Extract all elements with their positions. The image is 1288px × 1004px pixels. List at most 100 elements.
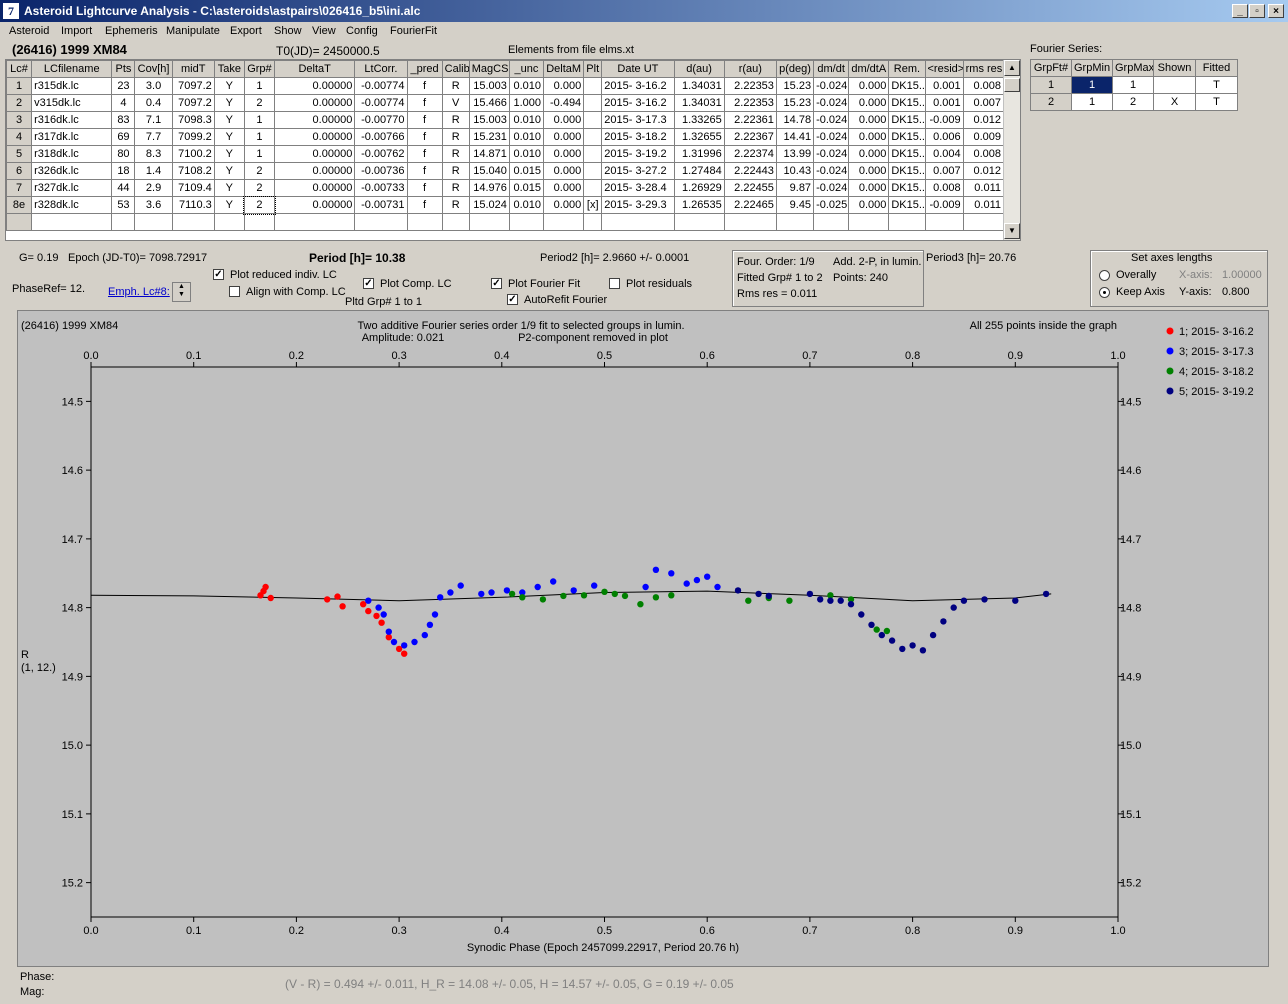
table-cell[interactable]: 0.006 [924, 128, 964, 146]
table-cell[interactable] [31, 213, 113, 231]
table-cell[interactable] [468, 213, 510, 231]
table-cell[interactable]: -0.00774 [354, 94, 408, 112]
table-cell[interactable]: Y [213, 111, 245, 129]
table-cell[interactable]: r315dk.lc [31, 77, 113, 95]
fourier-cell[interactable]: T [1195, 76, 1238, 94]
menu-export[interactable]: Export [230, 25, 262, 37]
emph-lc-link[interactable]: Emph. Lc#8: [108, 286, 170, 298]
table-cell[interactable]: 2.22353 [723, 94, 777, 112]
table-cell[interactable] [583, 179, 603, 197]
table-cell[interactable]: 7.7 [134, 128, 173, 146]
yaxis-value[interactable]: 0.800 [1222, 286, 1250, 298]
table-cell[interactable]: 2015- 3-18.2 [601, 128, 675, 146]
menu-ephemeris[interactable]: Ephemeris [105, 25, 158, 37]
table-cell[interactable]: V [441, 94, 470, 112]
table-cell[interactable]: 0.00000 [273, 77, 356, 95]
xaxis-value[interactable]: 1.00000 [1222, 269, 1262, 281]
table-cell[interactable]: DK15.. [888, 196, 926, 214]
fourier-column-header[interactable]: GrpMax [1112, 59, 1154, 77]
table-scrollbar[interactable]: ▲ ▼ [1003, 60, 1020, 240]
table-cell[interactable]: 2.22367 [723, 128, 777, 146]
table-cell[interactable]: 2015- 3-17.3 [601, 111, 675, 129]
table-cell[interactable] [813, 213, 850, 231]
table-cell[interactable]: 2.9 [134, 179, 173, 197]
table-cell[interactable]: R [441, 128, 470, 146]
table-cell[interactable]: 1.000 [508, 94, 545, 112]
table-cell[interactable] [583, 77, 603, 95]
table-cell[interactable]: 0.010 [508, 111, 545, 129]
menu-show[interactable]: Show [274, 25, 302, 37]
table-cell[interactable] [543, 213, 585, 231]
table-cell[interactable] [273, 213, 356, 231]
table-cell[interactable]: 7099.2 [171, 128, 215, 146]
table-cell[interactable]: DK15.. [888, 179, 926, 197]
table-cell[interactable]: -0.00766 [354, 128, 408, 146]
table-cell[interactable]: 2015- 3-27.2 [601, 162, 675, 180]
table-cell[interactable]: -0.024 [813, 111, 850, 129]
table-cell[interactable]: 2 [243, 162, 276, 180]
table-cell[interactable]: f [406, 179, 443, 197]
table-cell[interactable]: 14.41 [775, 128, 815, 146]
table-cell[interactable] [111, 213, 136, 231]
table-cell[interactable]: 53 [111, 196, 136, 214]
table-cell[interactable]: Y [213, 128, 245, 146]
table-cell[interactable] [583, 162, 603, 180]
table-cell[interactable]: 7098.3 [171, 111, 215, 129]
table-cell[interactable]: 1.32655 [673, 128, 725, 146]
table-cell[interactable]: 3.0 [134, 77, 173, 95]
table-cell[interactable]: 23 [111, 77, 136, 95]
table-row[interactable]: 7 r327dk.lc 44 2.9 7109.4 Y 2 0.00000 -0.00733 f R… [6, 179, 1005, 197]
minimize-button[interactable]: _ [1232, 4, 1248, 18]
table-cell[interactable]: 1 [243, 128, 276, 146]
table-cell[interactable]: 7109.4 [171, 179, 215, 197]
table-cell[interactable]: 0.000 [848, 94, 890, 112]
table-cell[interactable]: -0.024 [813, 128, 850, 146]
table-cell[interactable]: DK15.. [888, 145, 926, 163]
table-cell[interactable]: -0.009 [924, 196, 964, 214]
table-cell[interactable]: 15.003 [468, 77, 510, 95]
fourier-cell[interactable]: 1 [1071, 76, 1113, 94]
table-cell[interactable]: 2015- 3-29.3 [601, 196, 675, 214]
table-cell[interactable]: f [406, 162, 443, 180]
table-cell[interactable]: f [406, 94, 443, 112]
table-cell[interactable]: [x] [583, 196, 603, 214]
table-cell[interactable]: 15.003 [468, 111, 510, 129]
column-header[interactable]: Calib. [441, 60, 470, 78]
table-cell[interactable]: -0.009 [924, 111, 964, 129]
table-cell[interactable]: 0.000 [848, 128, 890, 146]
fourier-cell[interactable]: 1 [1071, 93, 1113, 111]
menu-asteroid[interactable]: Asteroid [9, 25, 50, 37]
table-cell[interactable]: f [406, 77, 443, 95]
table-cell[interactable]: Y [213, 179, 245, 197]
table-cell[interactable]: 7110.3 [171, 196, 215, 214]
column-header[interactable]: MagCS [468, 60, 510, 78]
table-cell[interactable]: r326dk.lc [31, 162, 113, 180]
table-cell[interactable]: f [406, 128, 443, 146]
column-header[interactable]: Lc# [6, 60, 33, 78]
table-row[interactable]: 8e r328dk.lc 53 3.6 7110.3 Y 2 0.00000 -0.00731 f… [6, 195, 1005, 215]
table-cell[interactable]: 0.011 [962, 179, 1005, 197]
table-cell[interactable]: 0.015 [508, 162, 545, 180]
table-cell[interactable]: 0.007 [962, 94, 1005, 112]
table-row[interactable]: 6 r326dk.lc 18 1.4 7108.2 Y 2 0.00000 -0.00736 f R… [6, 162, 1005, 180]
table-cell[interactable]: 0.008 [962, 145, 1005, 163]
table-cell[interactable]: f [406, 145, 443, 163]
table-cell[interactable]: v315dk.lc [31, 94, 113, 112]
table-cell[interactable]: r317dk.lc [31, 128, 113, 146]
table-cell[interactable]: 1.34031 [673, 77, 725, 95]
table-cell[interactable]: 1.4 [134, 162, 173, 180]
scroll-up-button[interactable]: ▲ [1004, 60, 1020, 76]
column-header[interactable]: DeltaT [273, 60, 356, 78]
table-cell[interactable]: 0.000 [848, 145, 890, 163]
table-cell[interactable]: 0.010 [508, 145, 545, 163]
column-header[interactable]: rms res [962, 60, 1005, 78]
table-cell[interactable]: 0.010 [508, 77, 545, 95]
table-cell[interactable]: 4 [111, 94, 136, 112]
table-cell[interactable]: DK15.. [888, 94, 926, 112]
table-cell[interactable] [354, 213, 408, 231]
column-header[interactable]: LtCorr. [354, 60, 408, 78]
table-cell[interactable] [583, 128, 603, 146]
table-cell[interactable]: DK15.. [888, 77, 926, 95]
lightcurve-plot[interactable]: (26416) 1999 XM84 Two additive Fourier s… [18, 311, 1268, 966]
table-cell[interactable]: 14.78 [775, 111, 815, 129]
